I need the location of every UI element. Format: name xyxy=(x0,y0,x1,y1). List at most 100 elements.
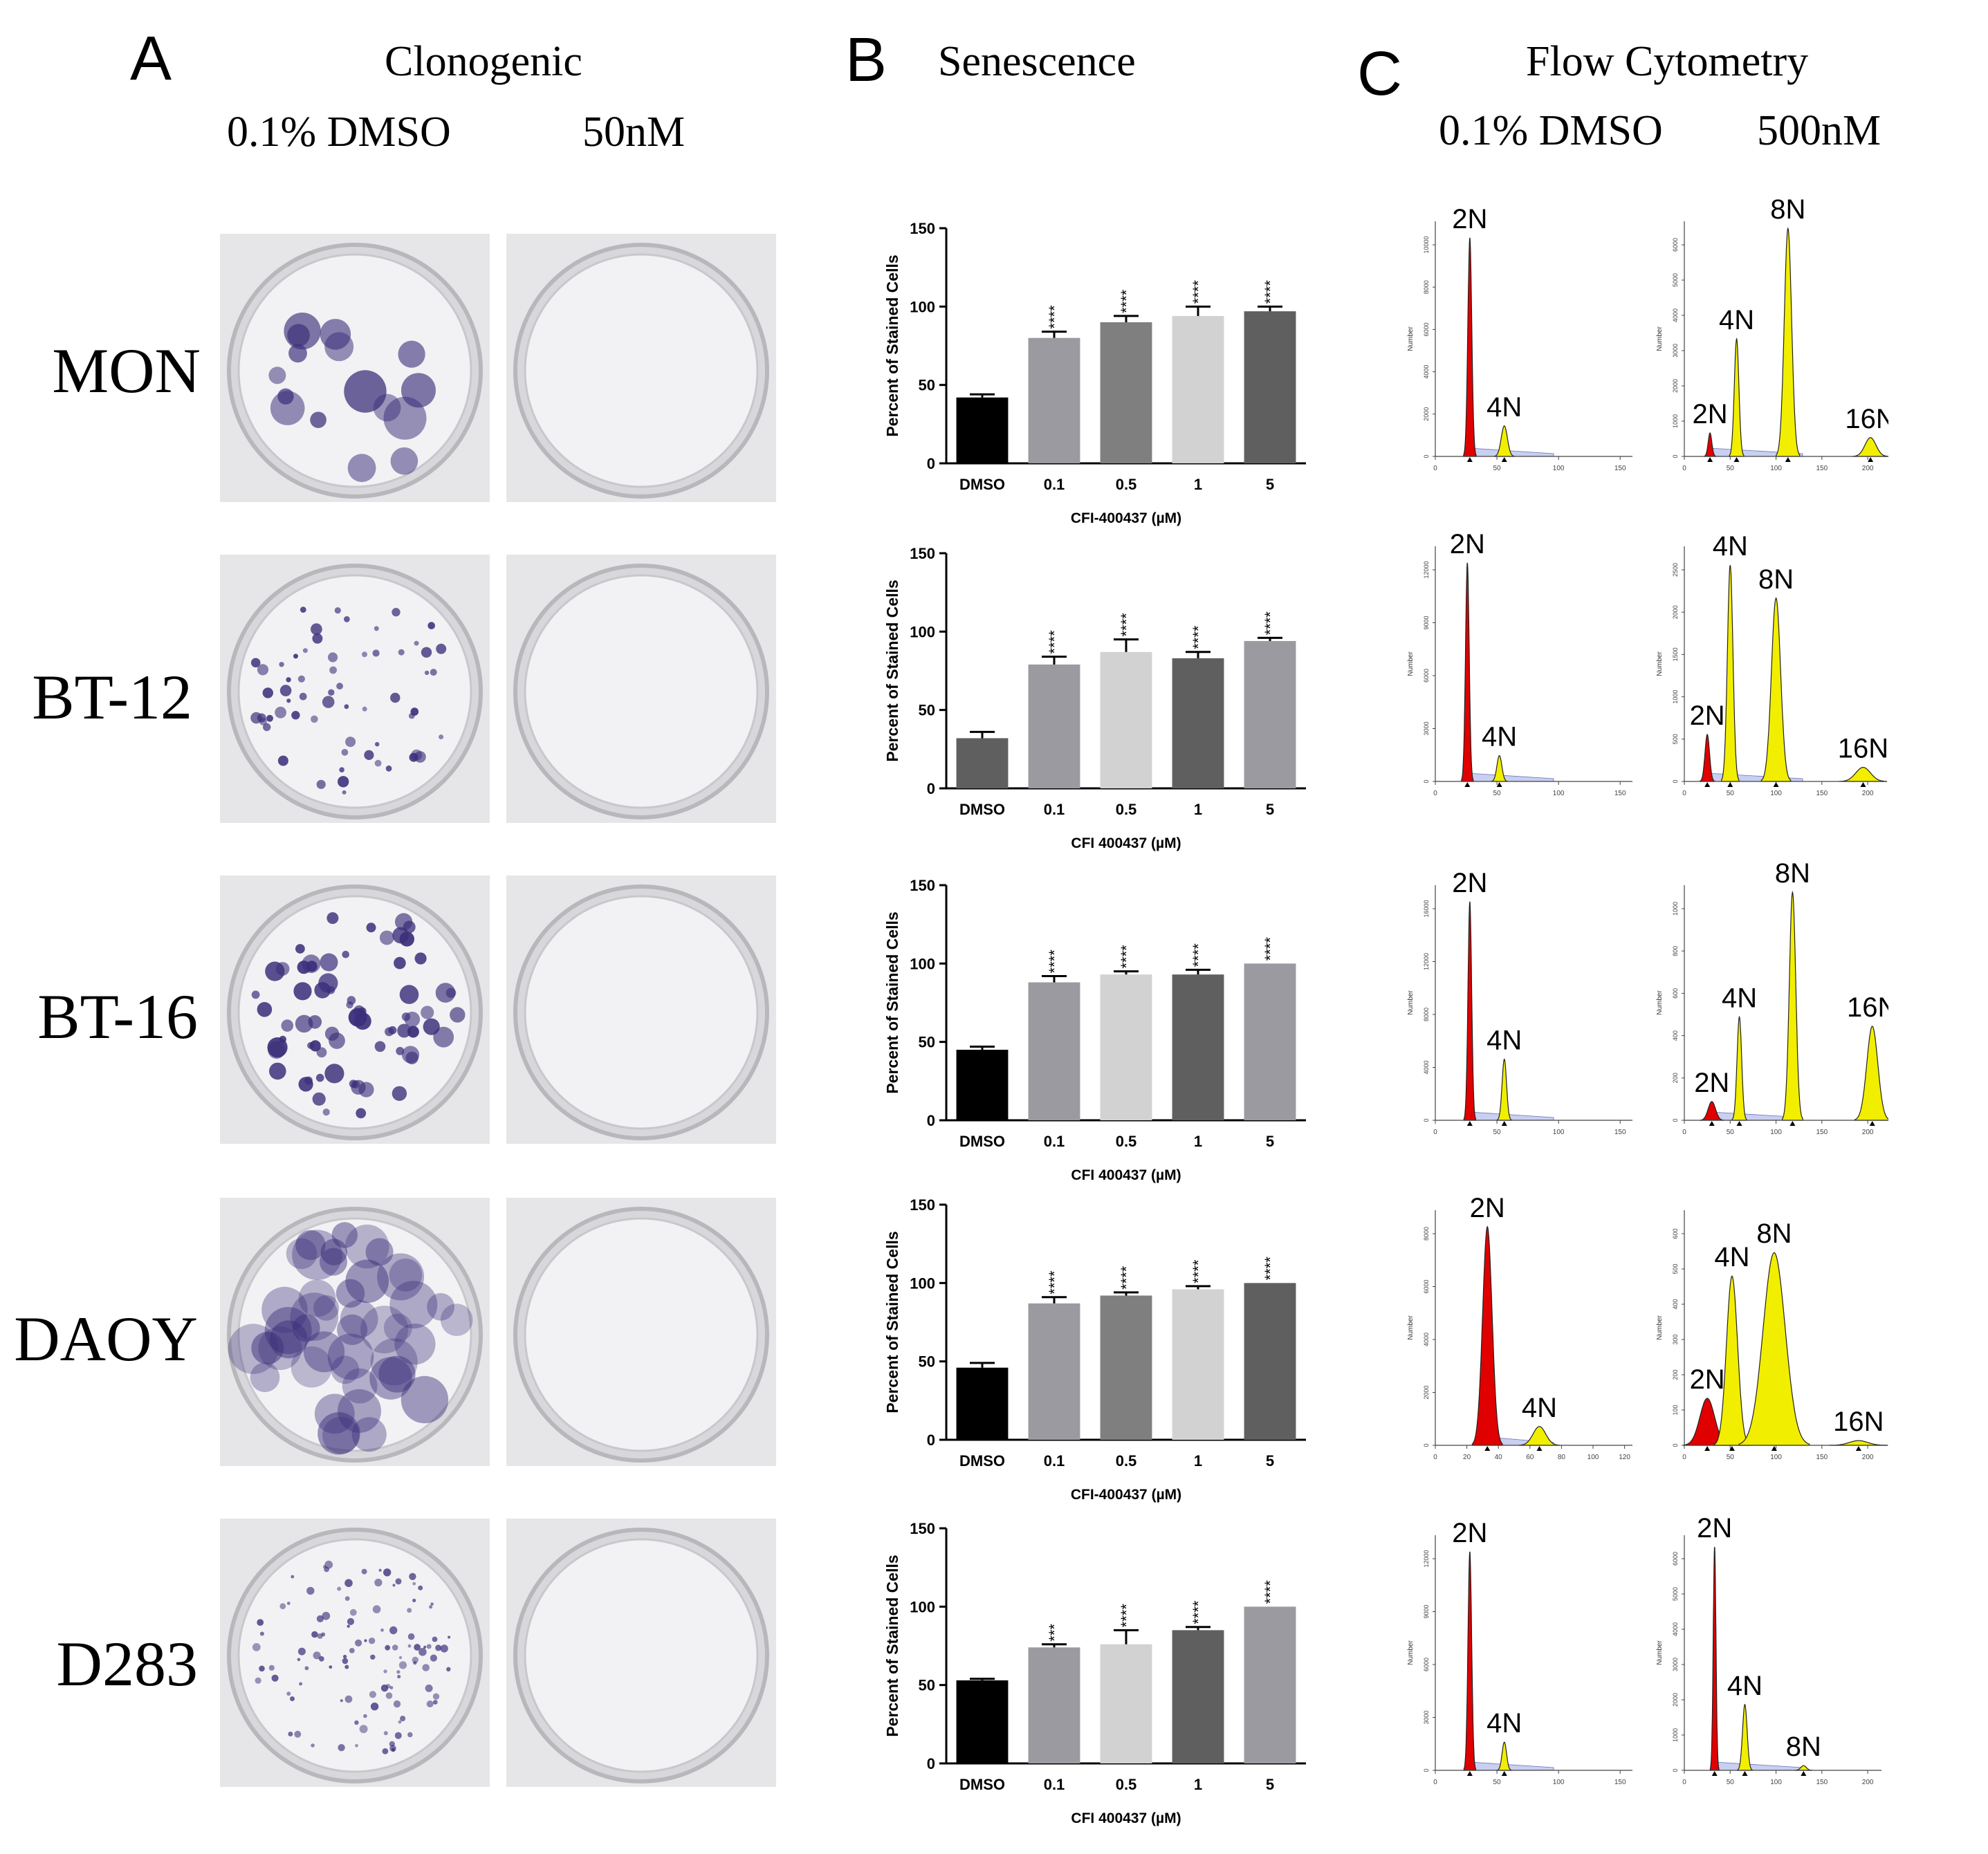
colony xyxy=(424,670,430,676)
y-tick-label: 0 xyxy=(927,455,935,472)
colony xyxy=(297,1658,301,1662)
colony xyxy=(389,1686,394,1689)
colony xyxy=(358,1082,374,1097)
x-tick-label: 150 xyxy=(1816,465,1828,472)
bar xyxy=(1028,1303,1080,1440)
plate-image xyxy=(220,875,490,1144)
bar xyxy=(1172,315,1224,463)
peak-marker xyxy=(1704,1446,1711,1451)
y-axis-label: Number xyxy=(1407,326,1415,351)
y-tick-label: 6000 xyxy=(1423,1279,1430,1293)
colony xyxy=(347,1617,355,1625)
colony xyxy=(407,1608,412,1613)
colony xyxy=(344,616,350,622)
plate-image xyxy=(506,1198,776,1466)
x-tick-label: 50 xyxy=(1727,790,1735,797)
y-tick-label: 8000 xyxy=(1423,280,1430,294)
colony xyxy=(412,1582,416,1586)
peak-label: 4N xyxy=(1522,1393,1557,1423)
peak-marker xyxy=(1742,1771,1748,1776)
colony xyxy=(364,1639,367,1642)
colony xyxy=(259,1665,265,1672)
ploidy-peak xyxy=(1700,1101,1724,1121)
colony xyxy=(427,1292,454,1321)
y-tick-label: 2000 xyxy=(1672,1693,1679,1707)
peak-label: 4N xyxy=(1487,1708,1522,1739)
bar xyxy=(1100,1644,1152,1763)
bar xyxy=(1244,1606,1296,1763)
x-tick-label: 0 xyxy=(1682,1454,1686,1461)
y-tick-label: 400 xyxy=(1672,1030,1679,1041)
colony xyxy=(356,1108,367,1119)
colony xyxy=(355,1743,358,1748)
ploidy-peak xyxy=(1854,1026,1888,1121)
x-tick-label: 200 xyxy=(1862,1779,1874,1786)
colony xyxy=(393,1700,401,1708)
plate-image xyxy=(506,555,776,823)
x-tick-label: 0.5 xyxy=(1116,1452,1137,1470)
ploidy-peak xyxy=(1829,1440,1888,1446)
peak-marker xyxy=(1771,1446,1777,1451)
y-tick-label: 2000 xyxy=(1423,407,1430,421)
colony xyxy=(432,1636,438,1642)
colony xyxy=(383,1313,412,1342)
colony xyxy=(310,411,326,428)
colony xyxy=(279,662,284,667)
y-tick-label: 6000 xyxy=(1672,238,1679,252)
ploidy-peak xyxy=(1738,1252,1810,1446)
colony xyxy=(329,666,337,674)
x-tick-label: 100 xyxy=(1553,465,1565,472)
significance-label: **** xyxy=(1262,611,1279,636)
x-tick-label: 0.5 xyxy=(1116,1133,1137,1150)
colony xyxy=(344,370,387,413)
bar xyxy=(1172,1289,1224,1440)
peak-marker xyxy=(1736,1121,1742,1126)
colony xyxy=(328,689,335,696)
peak-label: 2N xyxy=(1450,529,1485,559)
colony xyxy=(304,1331,345,1373)
y-tick-label: 100 xyxy=(910,1274,935,1292)
y-tick-label: 6000 xyxy=(1672,1552,1679,1566)
colony xyxy=(344,1665,349,1669)
colony xyxy=(293,982,312,1001)
peak-label: 4N xyxy=(1714,1242,1749,1272)
x-tick-label: 0 xyxy=(1682,790,1686,797)
peak-marker xyxy=(1868,457,1874,462)
colony xyxy=(374,759,382,767)
peak-label: 2N xyxy=(1693,399,1728,429)
ploidy-peak xyxy=(1737,1703,1753,1771)
colony xyxy=(392,1644,398,1651)
colony xyxy=(368,1638,376,1644)
peak-label: 2N xyxy=(1690,1364,1725,1395)
colony xyxy=(370,1338,418,1386)
y-tick-label: 6000 xyxy=(1423,1658,1430,1671)
peak-label: 4N xyxy=(1482,722,1517,752)
colony xyxy=(344,1695,353,1703)
colony xyxy=(372,1605,381,1613)
colony xyxy=(446,1667,451,1671)
colony xyxy=(250,712,262,724)
x-tick-label: 0.5 xyxy=(1116,1776,1137,1793)
significance-label: **** xyxy=(1046,949,1063,974)
colony xyxy=(279,1035,286,1044)
y-tick-label: 10000 xyxy=(1423,236,1430,253)
peak-marker xyxy=(1773,782,1779,787)
colony xyxy=(344,1579,353,1587)
x-tick-label: 5 xyxy=(1266,1133,1274,1150)
x-tick-label: 0.1 xyxy=(1044,1776,1065,1793)
senescence-bar-chart: 0 50 100 150 Percent of Stained Cells DMSO ***… xyxy=(883,545,1306,851)
colony xyxy=(342,1654,347,1659)
colony xyxy=(262,687,273,698)
ploidy-peak xyxy=(1496,1058,1512,1121)
peak-marker xyxy=(1711,1771,1718,1776)
colony xyxy=(349,1609,357,1616)
panel-a-title: Clonogenic xyxy=(385,38,582,85)
x-tick-label: DMSO xyxy=(959,801,1005,818)
senescence-bar-chart: 0 50 100 150 Percent of Stained Cells DMSO ***… xyxy=(883,1520,1306,1826)
peak-label: 8N xyxy=(1775,858,1810,889)
flow-histogram-dmso: Number 0 3000 6000 9000 12000 0 50 100 150 2N 4N xyxy=(1407,529,1632,797)
y-tick-label: 150 xyxy=(910,1196,935,1214)
colony xyxy=(394,1732,402,1739)
bar xyxy=(1028,664,1080,788)
colony xyxy=(418,1648,427,1656)
